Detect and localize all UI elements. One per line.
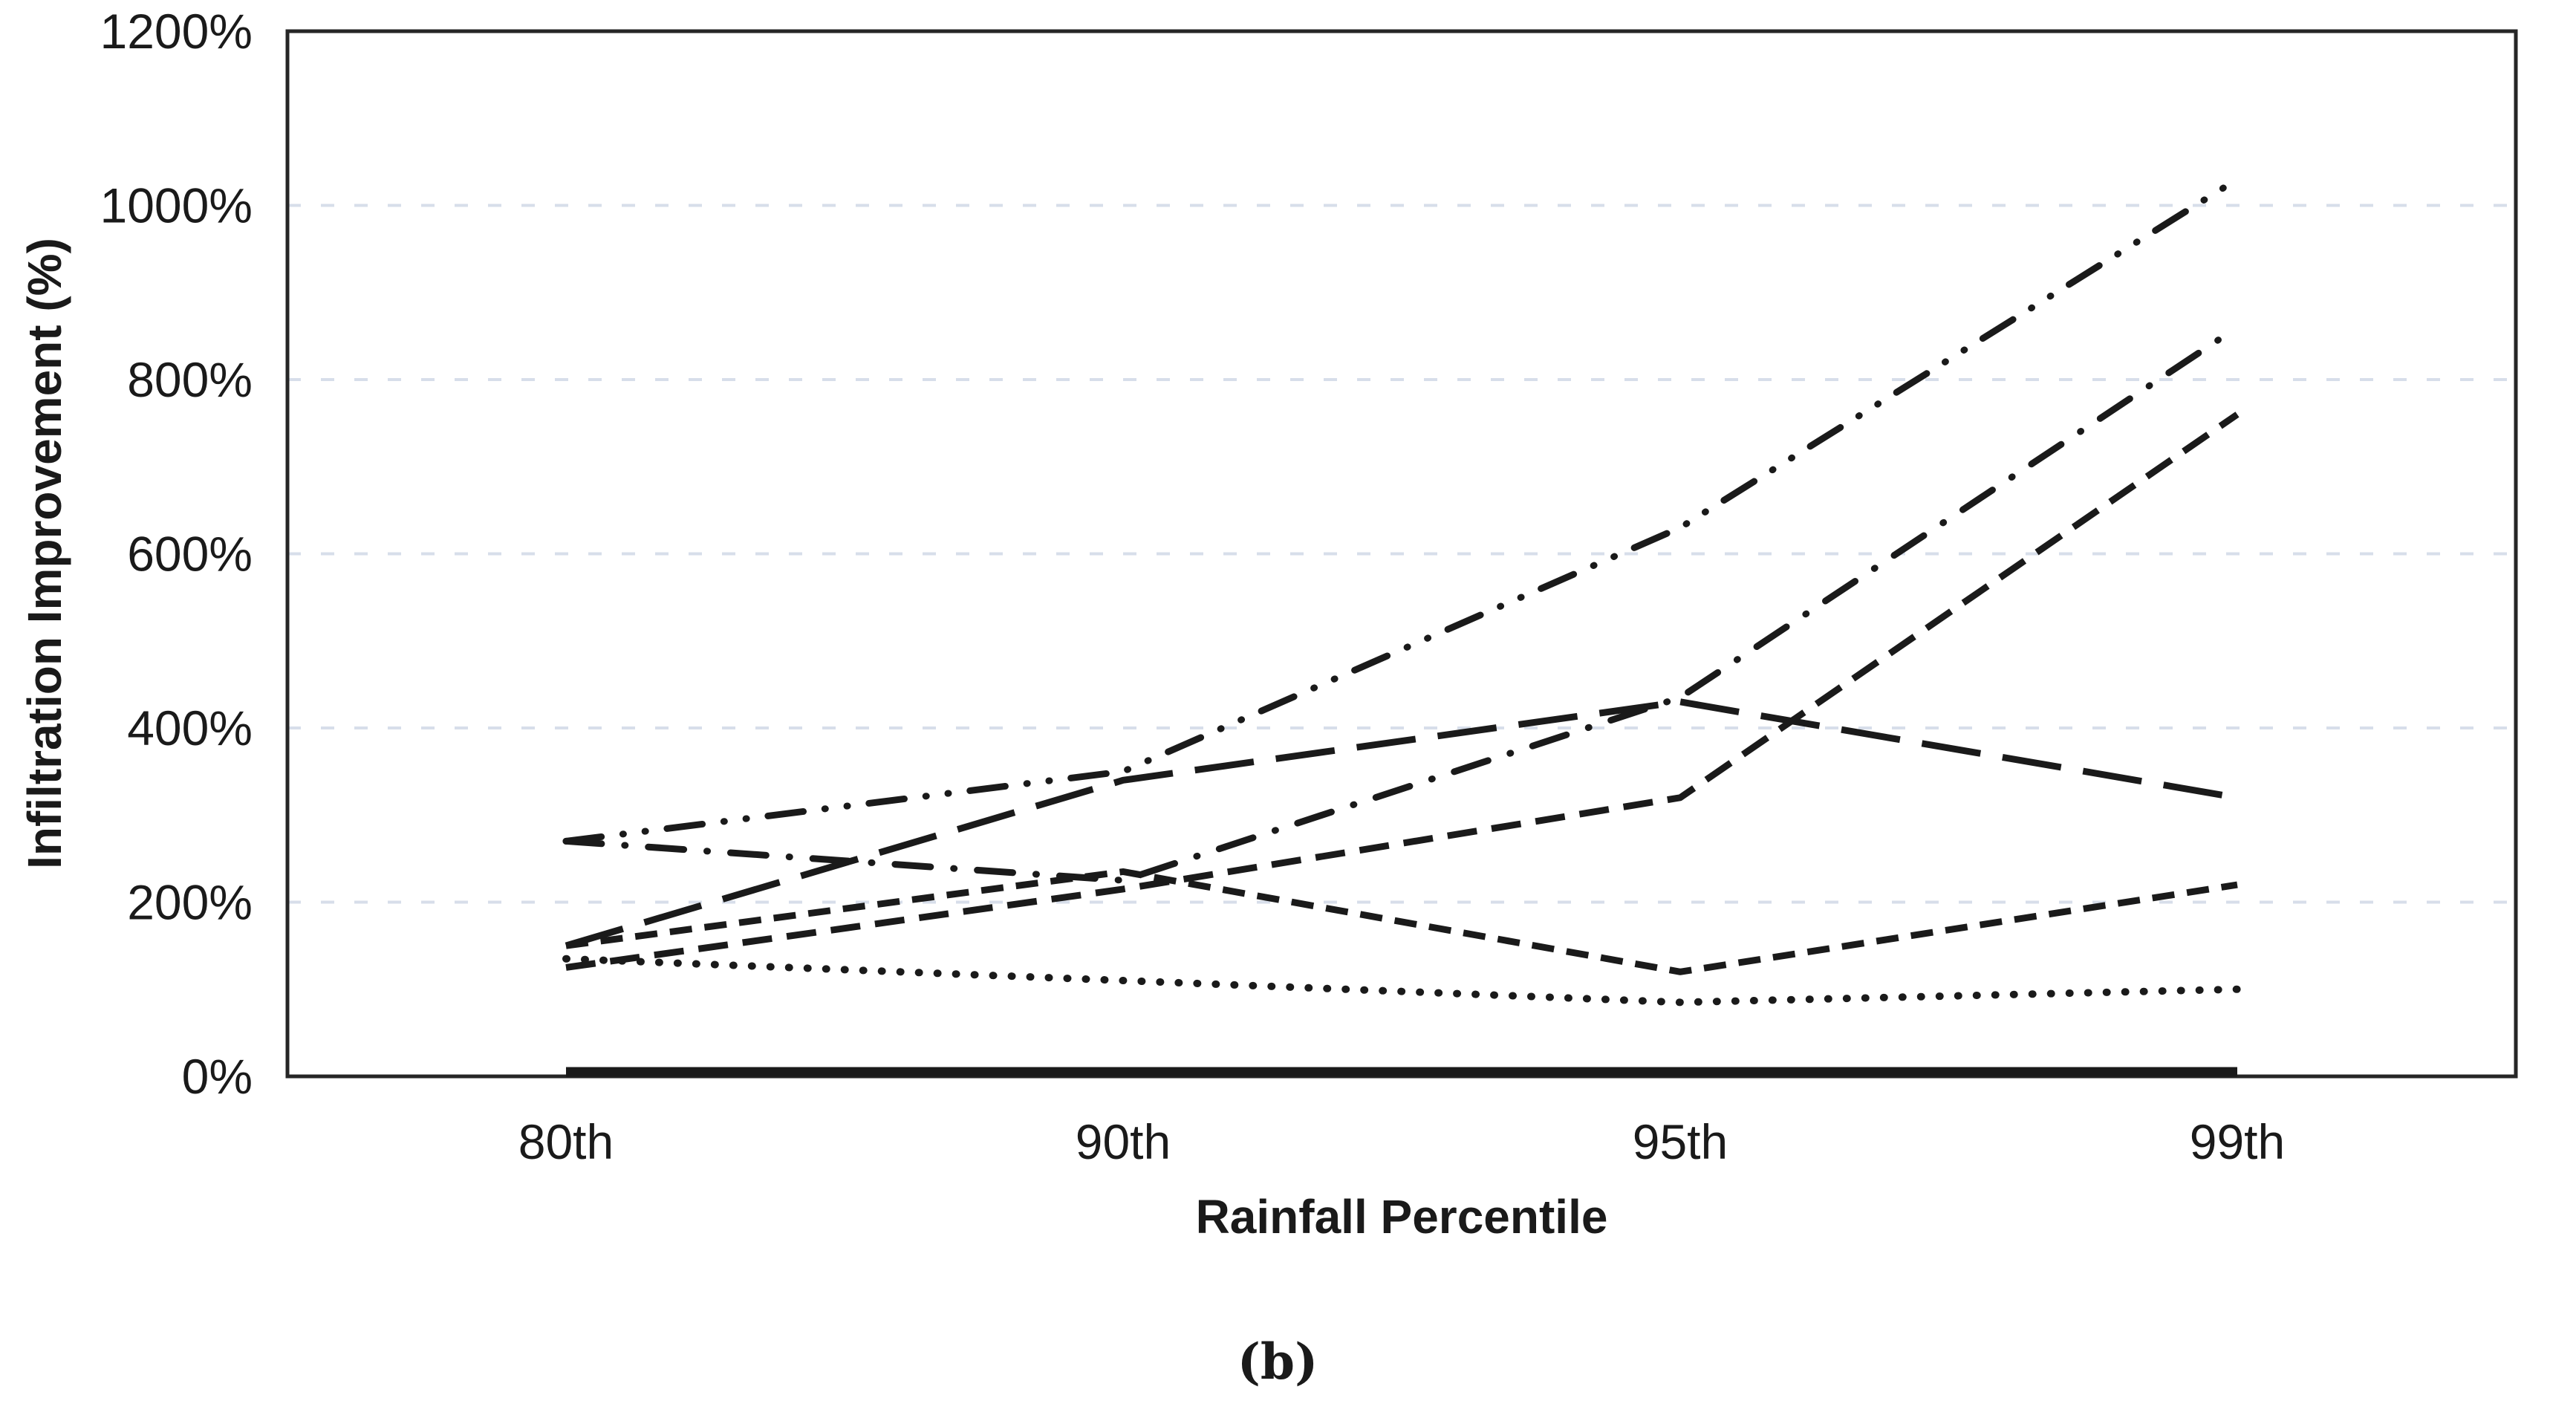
y-axis-title: Infiltration Improvement (%) bbox=[18, 238, 71, 869]
y-axis-tick-labels: 0% 200% 400% 600% 800% 1000% 1200% bbox=[100, 4, 253, 1104]
y-tick-label-0%: 0% bbox=[182, 1049, 253, 1104]
y-tick-label-1000%: 1000% bbox=[100, 178, 253, 233]
series-dash-dot-line bbox=[562, 324, 2241, 884]
gridlines bbox=[287, 204, 2516, 904]
y-tick-label-600%: 600% bbox=[127, 527, 253, 582]
series-dotted-line bbox=[562, 955, 2241, 1007]
x-axis-title: Rainfall Percentile bbox=[1196, 1190, 1608, 1243]
y-tick-label-1200%: 1200% bbox=[100, 4, 253, 59]
series-long-dash-line bbox=[565, 698, 2238, 949]
series-medium-dash-line bbox=[565, 412, 2240, 971]
y-tick-label-800%: 800% bbox=[127, 352, 253, 407]
series-group bbox=[562, 175, 2241, 1077]
x-axis-tick-labels: 80th 90th 95th 99th bbox=[518, 1114, 2285, 1169]
x-tick-label-80th: 80th bbox=[518, 1114, 614, 1169]
series-dash-dot-dot-line bbox=[562, 175, 2241, 845]
y-tick-label-400%: 400% bbox=[127, 700, 253, 755]
series-short-dash-line bbox=[565, 868, 2238, 975]
x-tick-label-90th: 90th bbox=[1076, 1114, 1171, 1169]
x-tick-label-95th: 95th bbox=[1633, 1114, 1728, 1169]
x-tick-label-99th: 99th bbox=[2190, 1114, 2285, 1169]
figure-caption: (b) bbox=[1237, 1333, 1318, 1391]
y-tick-label-200%: 200% bbox=[127, 875, 253, 930]
